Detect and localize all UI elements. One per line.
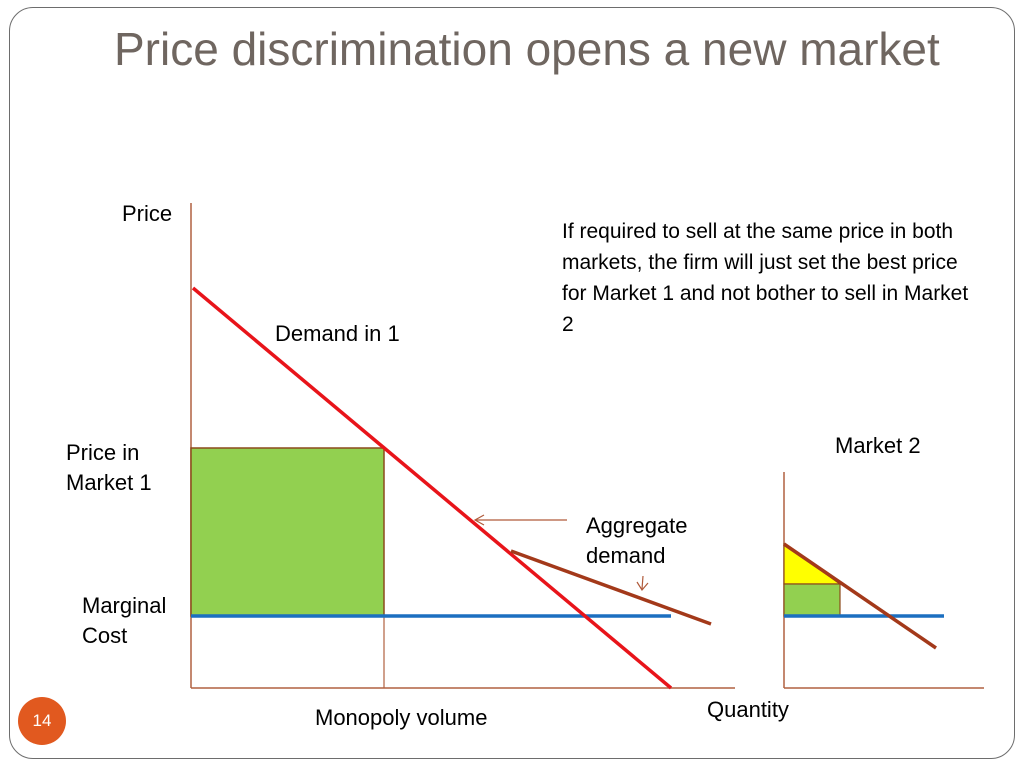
arrow-line-2 (641, 575, 644, 590)
demand-1-line (191, 286, 673, 690)
price-market-1-label-line1: Price in (66, 440, 140, 465)
slide-title: Price discrimination opens a new market (114, 23, 940, 75)
marginal-cost-label-line2: Cost (82, 623, 128, 648)
market2-profit-area (783, 583, 841, 617)
market-2-label: Market 2 (835, 433, 921, 458)
x-axis-label: Quantity (707, 697, 789, 722)
y-axis-label: Price (122, 201, 173, 226)
monopoly-volume-label: Monopoly volume (315, 705, 488, 730)
marginal-cost-label-line1: Marginal (82, 593, 167, 618)
explanation-note: If required to sell at the same price in… (562, 220, 969, 336)
arrow-head-2 (636, 581, 649, 592)
aggregate-demand-label-line2: demand (586, 543, 666, 568)
price-market-1-label-line2: Market 1 (66, 470, 152, 495)
arrow-head-1 (473, 514, 485, 526)
aggregate-demand-line (510, 549, 712, 626)
market2-demand-line (783, 542, 937, 650)
aggregate-demand-label-line1: Aggregate (586, 513, 688, 538)
monopoly-profit-area (190, 447, 385, 617)
demand-1-label: Demand in 1 (275, 321, 400, 346)
page-number-badge: 14 (18, 697, 66, 745)
slide-frame (9, 7, 1015, 759)
